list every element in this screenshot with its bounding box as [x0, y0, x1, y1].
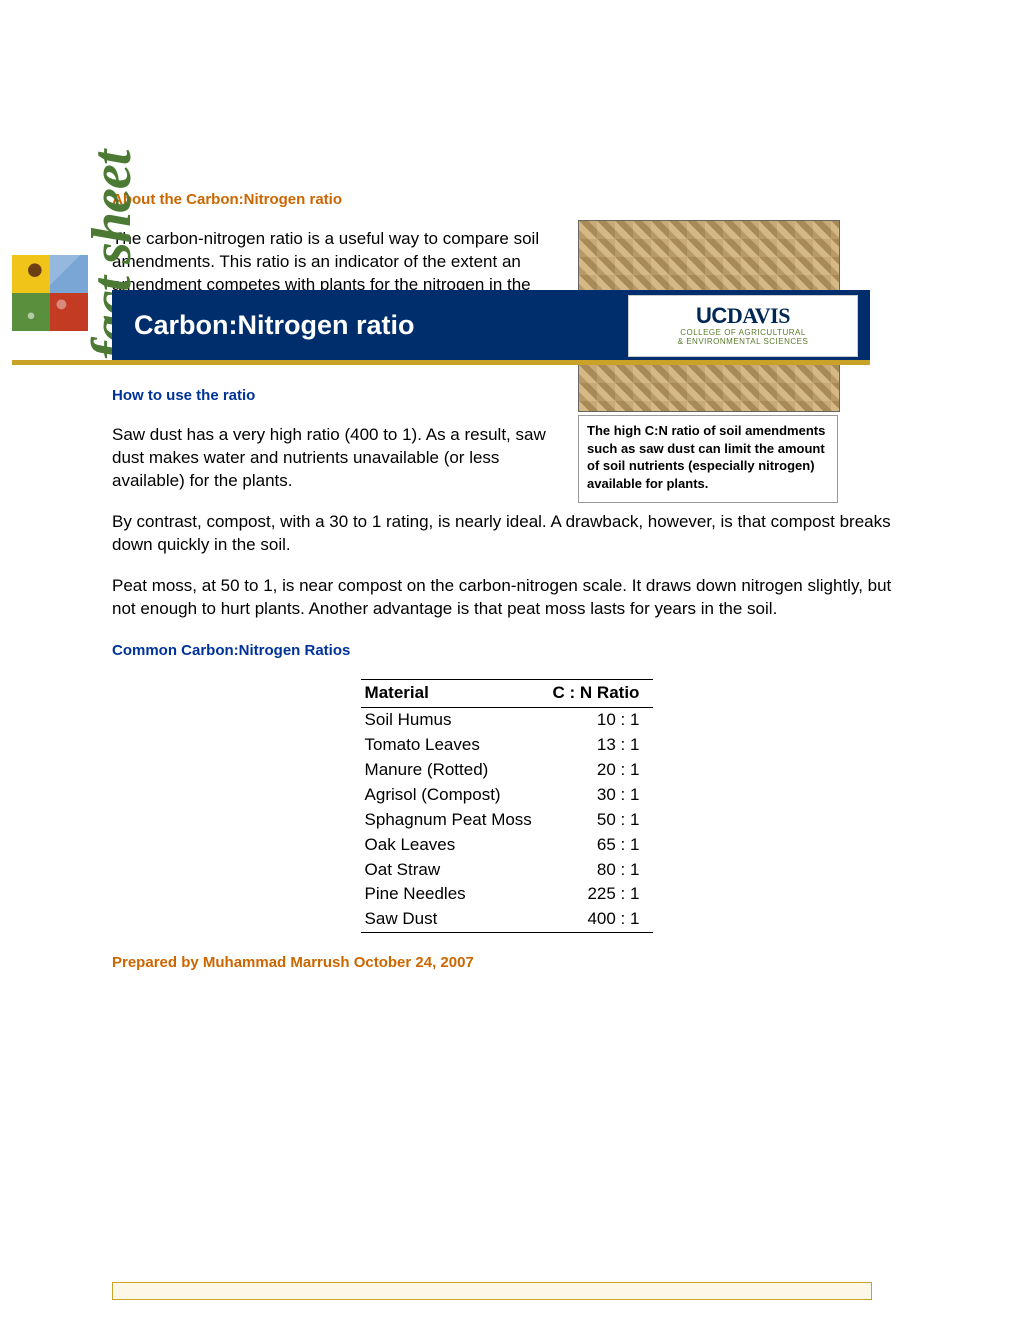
table-row: Saw Dust400 : 1	[361, 907, 654, 932]
table-row: Sphagnum Peat Moss50 : 1	[361, 808, 654, 833]
thumb-4	[50, 293, 88, 331]
cell-material: Saw Dust	[361, 907, 549, 932]
cell-material: Tomato Leaves	[361, 733, 549, 758]
thumb-2	[50, 255, 88, 293]
heading-common: Common Carbon:Nitrogen Ratios	[112, 641, 902, 661]
paragraph-compost: By contrast, compost, with a 30 to 1 rat…	[112, 511, 902, 557]
gold-divider	[12, 360, 870, 365]
table-row: Agrisol (Compost)30 : 1	[361, 783, 654, 808]
table-row: Pine Needles225 : 1	[361, 882, 654, 907]
cell-material: Sphagnum Peat Moss	[361, 808, 549, 833]
footer-bar	[112, 1282, 872, 1300]
cell-ratio: 400 : 1	[549, 907, 654, 932]
paragraph-peatmoss: Peat moss, at 50 to 1, is near compost o…	[112, 575, 902, 621]
cell-material: Soil Humus	[361, 707, 549, 732]
table-header-material: Material	[361, 679, 549, 707]
page-title: Carbon:Nitrogen ratio	[112, 307, 415, 343]
table-row: Manure (Rotted)20 : 1	[361, 758, 654, 783]
cell-ratio: 13 : 1	[549, 733, 654, 758]
logo-main-text: UCDAVIS	[696, 305, 790, 327]
cell-material: Agrisol (Compost)	[361, 783, 549, 808]
cell-material: Manure (Rotted)	[361, 758, 549, 783]
cell-ratio: 10 : 1	[549, 707, 654, 732]
cell-material: Oat Straw	[361, 858, 549, 883]
cell-material: Oak Leaves	[361, 833, 549, 858]
sidebar-thumbnail-grid	[12, 255, 88, 331]
prepared-by: Prepared by Muhammad Marrush October 24,…	[112, 953, 902, 973]
thumb-3	[12, 293, 50, 331]
image-caption: The high C:N ratio of soil amendments su…	[578, 415, 838, 503]
cell-ratio: 65 : 1	[549, 833, 654, 858]
paragraph-sawdust: Saw dust has a very high ratio (400 to 1…	[112, 424, 562, 493]
title-banner: Carbon:Nitrogen ratio UCDAVIS COLLEGE OF…	[112, 290, 870, 360]
cell-ratio: 80 : 1	[549, 858, 654, 883]
thumb-1	[12, 255, 50, 293]
cell-ratio: 225 : 1	[549, 882, 654, 907]
ucdavis-logo: UCDAVIS COLLEGE OF AGRICULTURAL & ENVIRO…	[628, 295, 858, 357]
cell-material: Pine Needles	[361, 882, 549, 907]
table-row: Oak Leaves65 : 1	[361, 833, 654, 858]
table-row: Oat Straw80 : 1	[361, 858, 654, 883]
cn-ratio-table: Material C : N Ratio Soil Humus10 : 1Tom…	[361, 679, 654, 933]
logo-sub-text: COLLEGE OF AGRICULTURAL & ENVIRONMENTAL …	[678, 329, 809, 347]
cell-ratio: 20 : 1	[549, 758, 654, 783]
cell-ratio: 50 : 1	[549, 808, 654, 833]
table-row: Tomato Leaves13 : 1	[361, 733, 654, 758]
table-row: Soil Humus10 : 1	[361, 707, 654, 732]
heading-about: About the Carbon:Nitrogen ratio	[112, 190, 902, 210]
table-header-ratio: C : N Ratio	[549, 679, 654, 707]
cell-ratio: 30 : 1	[549, 783, 654, 808]
